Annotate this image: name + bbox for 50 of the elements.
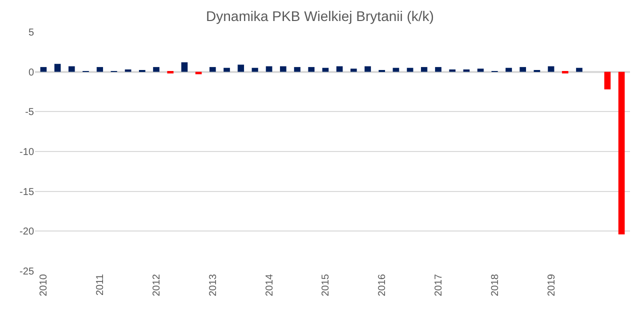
bar [449,69,456,72]
bar [294,67,300,72]
bar [548,66,554,72]
x-tick-label: 2013 [208,274,219,296]
bar [420,67,428,72]
bar [576,68,582,72]
bar [435,67,442,72]
bar [477,68,484,72]
x-tick-label: 2014 [264,274,276,296]
bar [520,67,526,72]
y-tick-label: -25 [20,266,34,278]
x-tick-label: 2019 [546,274,558,296]
bar [506,68,512,72]
y-tick-label: -10 [20,147,34,158]
bar [280,66,286,72]
bar [224,68,230,72]
bar [618,72,625,234]
y-tick-label: -5 [25,107,34,118]
bar [124,69,132,72]
bar [40,67,47,72]
bar [604,72,611,90]
bar [364,66,371,72]
bar [406,68,414,72]
x-tick-label: 2012 [152,274,163,296]
bar [96,67,104,72]
bar [336,66,343,72]
x-tick-label: 2018 [490,274,501,296]
bar [153,67,160,72]
bar [463,69,470,72]
bar [252,68,258,72]
y-tick-label: 0 [28,67,34,78]
x-tick-label: 2010 [38,274,50,296]
x-tick-label: 2016 [377,274,388,296]
bar [54,64,61,72]
bar [322,68,329,72]
bar [209,67,216,72]
bar [350,68,357,72]
chart-title: Dynamika PKB Wielkiej Brytanii (k/k) [206,8,434,24]
bar [392,68,400,72]
bar [181,62,188,72]
y-tick-label: 5 [28,28,34,38]
x-tick-label: 2011 [95,274,106,296]
y-tick-label: -20 [20,226,34,238]
bar [308,67,315,72]
y-tick-label: -15 [20,186,34,198]
x-tick-label: 2017 [434,274,444,296]
bar [68,66,75,72]
x-tick-label: 2015 [320,274,332,296]
bar [238,64,244,72]
bar [266,66,272,72]
